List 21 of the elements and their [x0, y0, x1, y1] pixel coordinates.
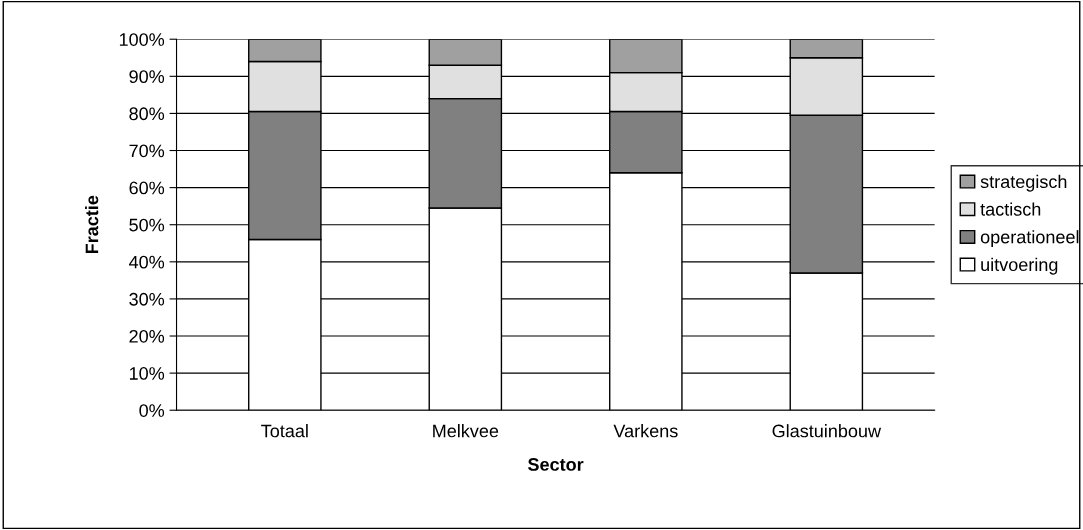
y-tick-label: 50% [129, 218, 165, 232]
y-tick-label: 60% [129, 181, 165, 195]
x-tick-label: Glastuinbouw [772, 424, 882, 438]
legend-label: operationeel [980, 230, 1079, 247]
x-tick-label: Melkvee [433, 424, 499, 438]
x-tick-label: Totaal [261, 424, 308, 438]
y-tick-label: 70% [129, 144, 165, 158]
y-tick-label: 100% [119, 33, 165, 46]
y-tick-label: 80% [129, 107, 165, 121]
y-tick-label: 20% [129, 329, 165, 343]
legend-label: tactisch [980, 202, 1041, 216]
legend-label: uitvoering [981, 257, 1058, 275]
y-tick-label: 30% [129, 292, 165, 306]
legend-label: strategisch [980, 174, 1067, 192]
y-axis-title: Fractie [85, 195, 99, 254]
y-tick-label: 10% [129, 367, 165, 380]
y-tick-label: 40% [129, 255, 165, 269]
x-axis-title: Sector [528, 458, 584, 471]
y-tick-label: 90% [129, 70, 165, 84]
y-tick-label: 0% [139, 404, 165, 417]
x-tick-label: Varkens [613, 424, 678, 438]
